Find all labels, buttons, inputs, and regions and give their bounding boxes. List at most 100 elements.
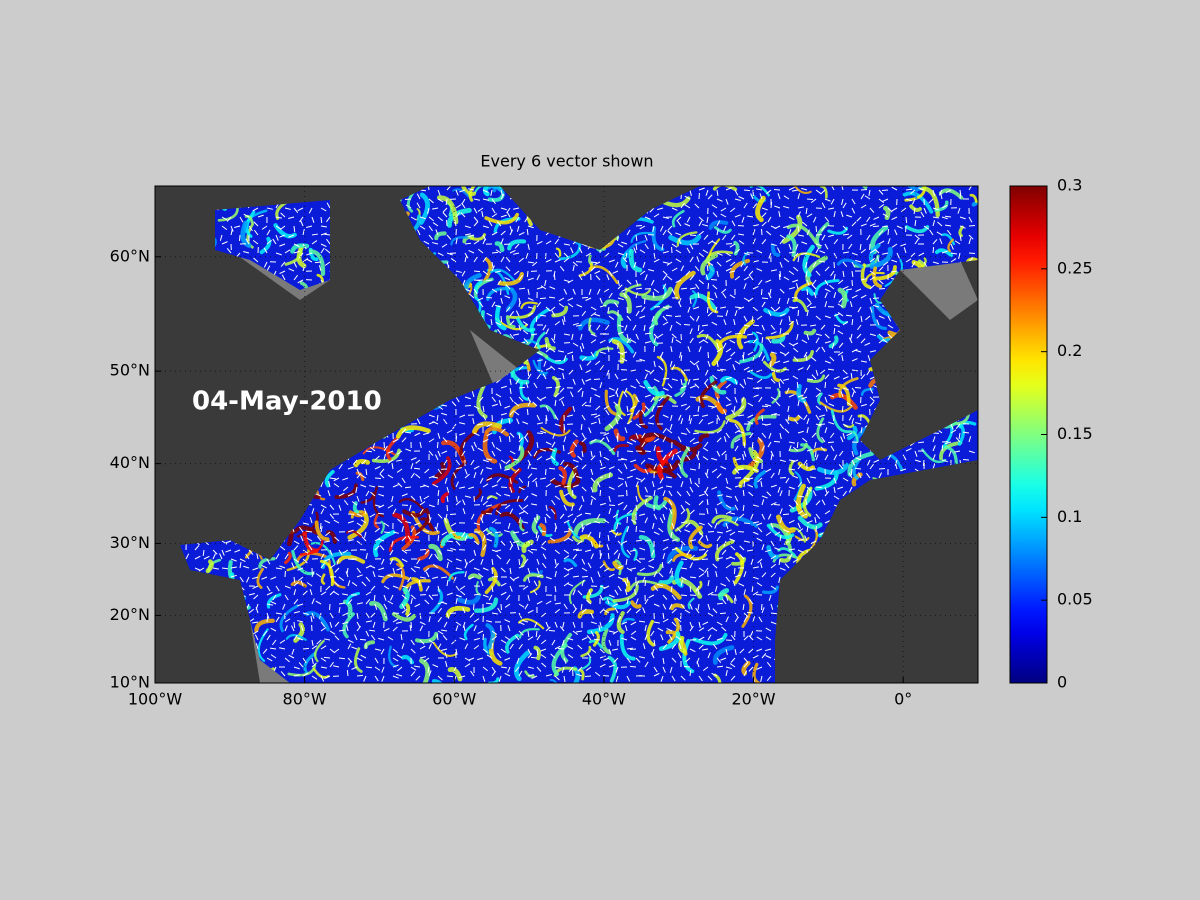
velocity-vector xyxy=(770,331,777,335)
velocity-vector xyxy=(624,481,628,488)
velocity-vector xyxy=(742,603,745,611)
velocity-vector xyxy=(441,450,448,454)
velocity-vector xyxy=(746,215,754,218)
velocity-vector xyxy=(293,621,296,629)
velocity-vector xyxy=(450,258,457,263)
velocity-vector xyxy=(279,270,286,275)
velocity-vector xyxy=(603,288,610,293)
current-streak xyxy=(431,456,452,486)
velocity-vector xyxy=(404,549,412,552)
velocity-vector xyxy=(486,654,493,659)
velocity-vector xyxy=(518,603,525,608)
velocity-vector xyxy=(505,459,511,465)
velocity-vector xyxy=(783,205,790,209)
velocity-vector xyxy=(811,356,817,362)
current-streak xyxy=(605,600,631,610)
velocity-vector xyxy=(401,526,404,533)
velocity-vector xyxy=(518,511,525,515)
velocity-vector xyxy=(469,612,475,618)
velocity-vector xyxy=(640,477,646,483)
velocity-vector xyxy=(617,576,624,580)
current-streak xyxy=(713,225,732,234)
velocity-vector xyxy=(677,463,682,470)
velocity-vector xyxy=(810,324,817,327)
velocity-vector xyxy=(491,585,494,593)
velocity-vector xyxy=(743,441,746,449)
velocity-vector xyxy=(470,459,475,466)
velocity-vector xyxy=(653,432,660,438)
velocity-vector xyxy=(748,598,754,605)
velocity-vector xyxy=(441,531,448,536)
velocity-vector xyxy=(720,306,727,309)
velocity-vector xyxy=(318,265,322,272)
velocity-vector xyxy=(680,603,686,610)
velocity-vector xyxy=(419,216,426,220)
velocity-vector xyxy=(720,657,727,661)
velocity-vector xyxy=(725,331,732,335)
velocity-vector xyxy=(472,603,475,611)
current-streak xyxy=(372,486,384,518)
velocity-vector xyxy=(352,459,358,465)
current-streak xyxy=(771,334,786,344)
velocity-vector xyxy=(595,275,601,281)
velocity-vector xyxy=(356,531,363,536)
velocity-vector xyxy=(716,637,723,641)
velocity-vector xyxy=(749,630,754,637)
velocity-vector xyxy=(572,342,579,347)
current-streak xyxy=(457,594,481,605)
velocity-vector xyxy=(302,672,309,677)
velocity-vector xyxy=(333,519,340,524)
velocity-vector xyxy=(633,261,637,268)
velocity-vector xyxy=(506,558,511,565)
velocity-vector xyxy=(626,315,632,321)
velocity-vector xyxy=(527,630,530,638)
velocity-vector xyxy=(653,603,660,607)
velocity-vector xyxy=(641,432,646,439)
velocity-vector xyxy=(734,378,738,385)
velocity-vector xyxy=(536,301,542,308)
velocity-vector xyxy=(476,423,484,426)
velocity-vector xyxy=(594,313,601,317)
current-streak xyxy=(308,249,326,277)
velocity-vector xyxy=(185,553,190,560)
velocity-vector xyxy=(536,558,540,565)
velocity-vector xyxy=(532,261,538,267)
velocity-vector xyxy=(756,537,763,542)
velocity-vector xyxy=(509,567,512,574)
velocity-vector xyxy=(701,396,709,399)
velocity-vector xyxy=(490,318,493,326)
velocity-vector xyxy=(354,634,358,641)
velocity-vector xyxy=(653,672,660,677)
velocity-vector xyxy=(747,351,754,356)
velocity-vector xyxy=(477,630,484,634)
velocity-vector xyxy=(527,594,530,601)
velocity-vector xyxy=(594,414,601,418)
velocity-vector xyxy=(383,454,386,461)
velocity-vector xyxy=(428,216,434,222)
current-streak xyxy=(536,331,546,350)
velocity-vector xyxy=(630,405,637,410)
velocity-vector xyxy=(374,648,381,651)
velocity-vector xyxy=(536,373,541,380)
velocity-vector xyxy=(635,243,638,251)
velocity-vector xyxy=(279,565,286,569)
velocity-vector xyxy=(757,437,763,443)
velocity-vector xyxy=(343,499,349,506)
velocity-vector xyxy=(419,225,426,230)
velocity-vector xyxy=(409,625,412,632)
velocity-vector xyxy=(751,585,754,593)
velocity-vector xyxy=(562,639,565,646)
velocity-vector xyxy=(695,585,700,592)
velocity-vector xyxy=(536,369,543,372)
velocity-vector xyxy=(428,504,435,508)
velocity-vector xyxy=(455,238,458,245)
velocity-vector xyxy=(590,576,594,583)
velocity-vector xyxy=(820,324,826,330)
velocity-vector xyxy=(656,405,664,408)
velocity-vector xyxy=(392,484,399,488)
velocity-vector xyxy=(473,567,480,571)
velocity-vector xyxy=(788,441,795,444)
velocity-vector xyxy=(770,522,774,529)
velocity-vector xyxy=(725,403,732,407)
velocity-vector xyxy=(513,410,520,416)
